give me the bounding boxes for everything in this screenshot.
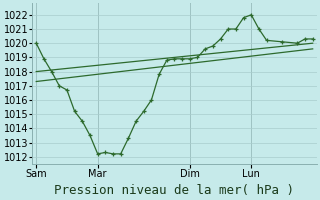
X-axis label: Pression niveau de la mer( hPa ): Pression niveau de la mer( hPa ): [54, 184, 294, 197]
